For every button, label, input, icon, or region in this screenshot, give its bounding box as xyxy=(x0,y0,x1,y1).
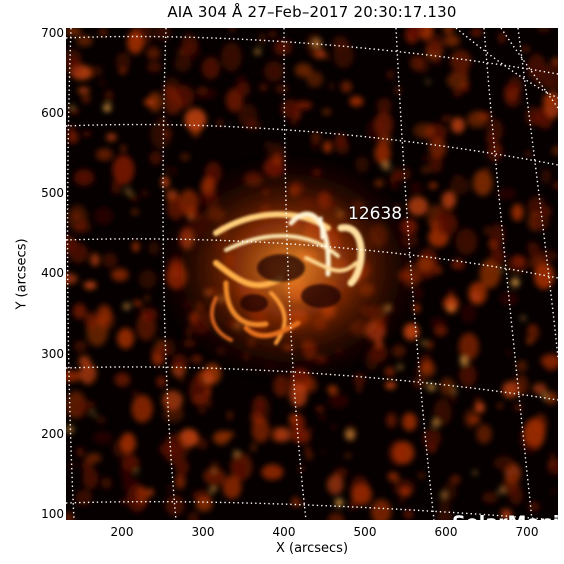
x-tick-label: 700 xyxy=(515,525,539,539)
active-region-label: 12638 xyxy=(348,204,403,224)
x-tick-label: 600 xyxy=(434,525,458,539)
image-title: AIA 304 Å 27–Feb–2017 20:30:17.130 xyxy=(167,3,457,21)
watermark: SolarMonitor.org xyxy=(452,512,558,520)
x-tick-label: 300 xyxy=(191,525,215,539)
y-tick-label: 700 xyxy=(41,26,64,40)
x-tick-label: 400 xyxy=(272,525,296,539)
solar-image-svg xyxy=(66,28,558,520)
x-axis-label: X (arcsecs) xyxy=(275,541,349,556)
y-tick-label: 200 xyxy=(41,427,64,441)
y-tick-label: 600 xyxy=(41,106,64,120)
y-tick-label: 500 xyxy=(41,186,64,200)
y-tick-label: 400 xyxy=(41,266,64,280)
y-tick-label: 300 xyxy=(41,347,64,361)
x-tick-label: 500 xyxy=(353,525,377,539)
heliographic-grid xyxy=(66,28,558,520)
x-tick-label: 200 xyxy=(110,525,134,539)
y-tick-label: 100 xyxy=(41,507,64,521)
solar-image: 12638 SolarMonitor.org xyxy=(66,28,558,520)
active-region xyxy=(156,153,426,383)
y-axis-label: Y (arcsecs) xyxy=(14,238,30,310)
